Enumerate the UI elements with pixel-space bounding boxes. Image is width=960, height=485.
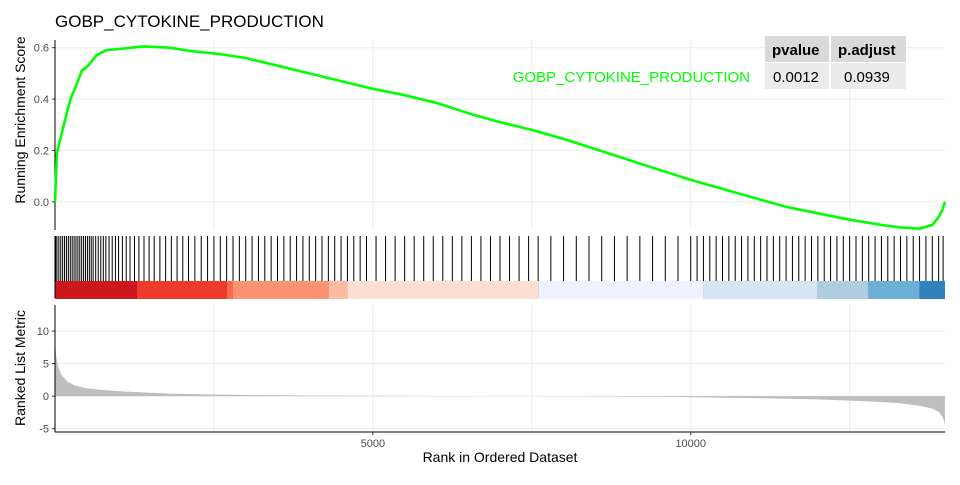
rank-color-band [55, 281, 945, 299]
es-y-ticks: 0.0 0.2 0.4 0.6 [34, 43, 55, 209]
color-band-segment-3 [233, 281, 329, 299]
stats-pvalue: 0.0012 [773, 69, 819, 86]
stats-header-padjust: p.adjust [838, 42, 896, 59]
metric-y-ticks: -5 0 5 10 [37, 326, 55, 436]
x-tick-label-0: 5000 [361, 438, 385, 450]
stats-row-geneset-label: GOBP_CYTOKINE_PRODUCTION [513, 69, 750, 86]
metric-ytick-label-3: 10 [37, 326, 49, 338]
stats-header-pvalue: pvalue [772, 42, 820, 59]
color-band-segment-4 [328, 281, 348, 299]
stats-cell-padjust-bg [831, 63, 906, 89]
x-axis-title: Rank in Ordered Dataset [423, 449, 578, 465]
hits-panel [54, 236, 945, 299]
x-tick-label-1: 10000 [675, 438, 706, 450]
running-es-line [53, 45, 947, 230]
metric-ytick-label-2: 5 [43, 359, 49, 371]
metric-y-axis-title: Ranked List Metric [12, 310, 28, 426]
color-band-segment-0 [55, 281, 138, 299]
running-es-panel: 0.0 0.2 0.4 0.6 Running Enrichment Score pv… [12, 36, 947, 230]
color-band-segment-6 [538, 281, 704, 299]
color-band-segment-7 [703, 281, 818, 299]
es-ytick-label-0: 0.0 [34, 197, 49, 209]
x-axis-ticks: 5000 10000 [361, 432, 706, 450]
metric-gridlines [55, 305, 945, 432]
ranked-metric-panel: -5 0 5 10 Ranked List Metric 5000 10000 Rank… [12, 305, 945, 465]
color-band-segment-10 [919, 281, 945, 299]
color-band-segment-1 [137, 281, 227, 299]
metric-ytick-label-0: -5 [39, 424, 49, 436]
color-band-segment-8 [817, 281, 869, 299]
color-band-segment-5 [347, 281, 539, 299]
stats-table: pvalue p.adjust 0.0012 0.0939 GOBP_CYTOK… [513, 36, 906, 89]
metric-ytick-label-1: 0 [43, 391, 49, 403]
stats-header-pvalue-bg [765, 36, 829, 62]
es-y-axis-title: Running Enrichment Score [12, 36, 28, 204]
es-ytick-label-2: 0.4 [34, 94, 49, 106]
stats-padjust: 0.0939 [844, 69, 890, 86]
stats-cell-pvalue-bg [765, 63, 829, 89]
color-band-segment-2 [226, 281, 233, 299]
color-band-segment-9 [868, 281, 920, 299]
es-ytick-label-3: 0.6 [34, 43, 49, 55]
stats-header-padjust-bg [831, 36, 906, 62]
es-ytick-label-1: 0.2 [34, 145, 49, 157]
chart-title: GOBP_CYTOKINE_PRODUCTION [55, 12, 324, 31]
ranked-metric-area [55, 342, 945, 425]
